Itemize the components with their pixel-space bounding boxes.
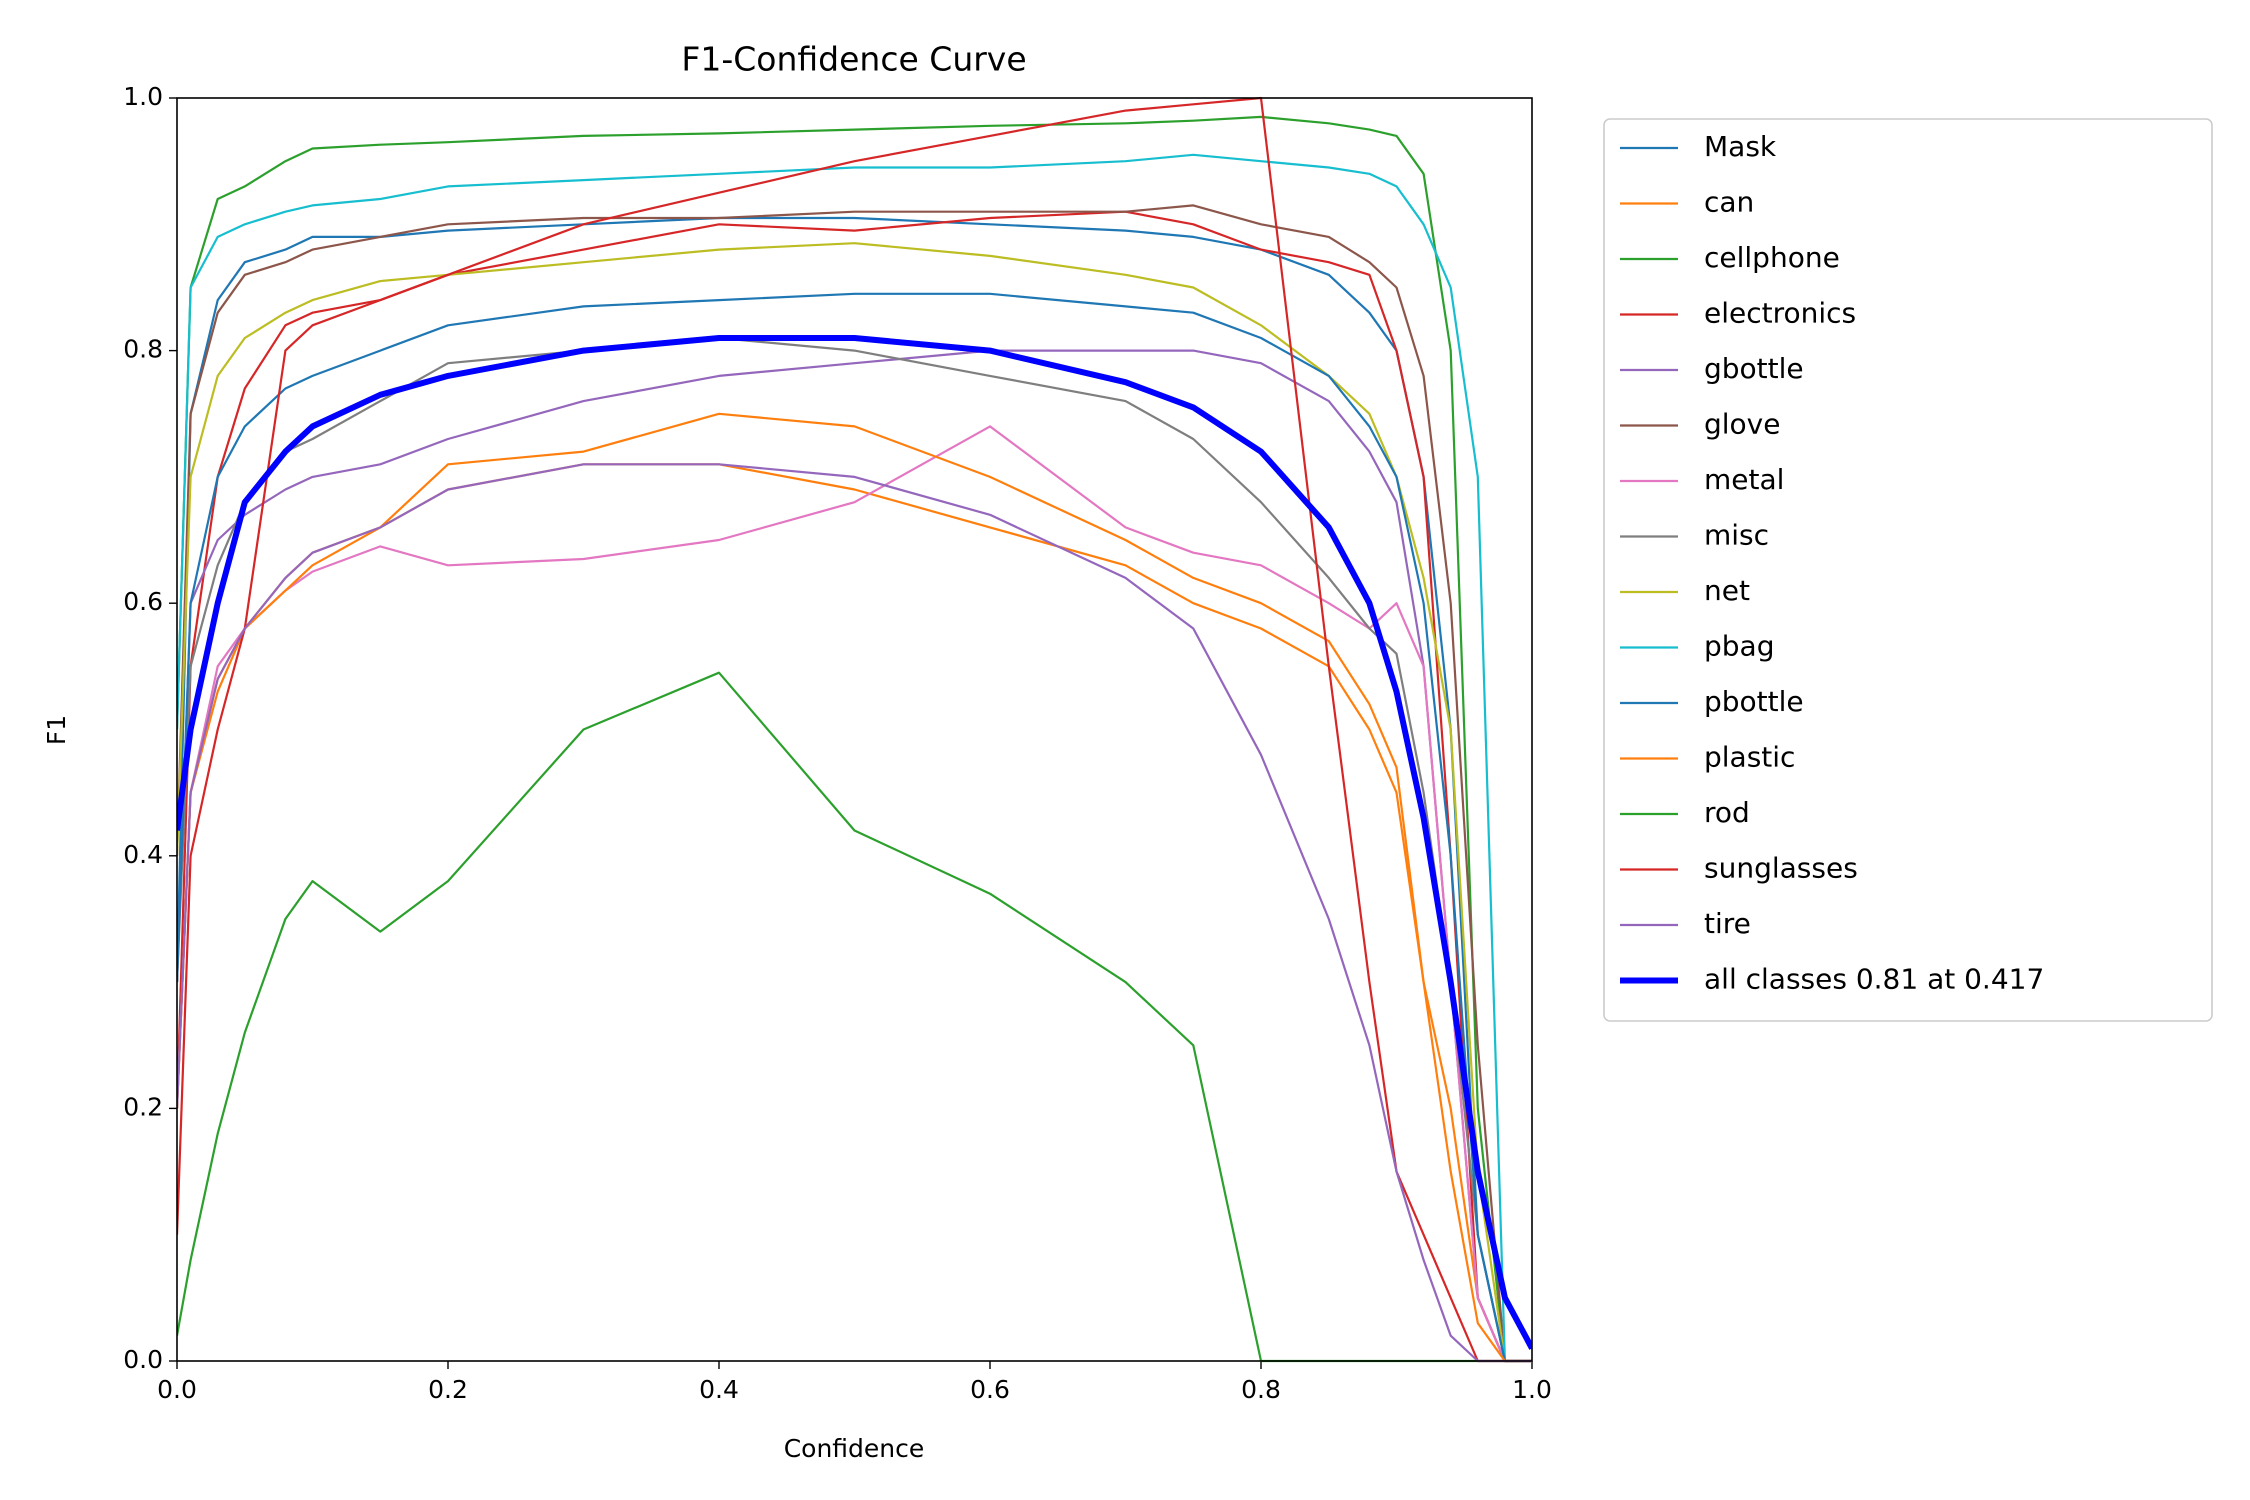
- series-line: [177, 412, 1532, 1363]
- series-line: [177, 153, 1532, 1363]
- plot-frame: [176, 97, 1533, 1362]
- legend-label: pbottle: [1704, 685, 1804, 718]
- y-tick-label: 1.0: [123, 82, 163, 111]
- legend-label: can: [1704, 186, 1754, 219]
- legend-label: sunglasses: [1704, 852, 1858, 885]
- legend-label: cellphone: [1704, 241, 1840, 274]
- legend-label: all classes 0.81 at 0.417: [1704, 963, 2044, 996]
- legend-label: tire: [1704, 907, 1751, 940]
- legend-label: Mask: [1704, 130, 1777, 163]
- y-tick-label: 0.0: [123, 1345, 163, 1374]
- x-axis-label: Confidence: [784, 1434, 925, 1463]
- x-tick-label: 0.0: [157, 1375, 197, 1404]
- legend-label: pbag: [1704, 630, 1774, 663]
- y-tick-label: 0.4: [123, 840, 163, 869]
- series-line: [177, 216, 1532, 1363]
- series-line: [177, 96, 1532, 1363]
- legend-label: gbottle: [1704, 352, 1804, 385]
- legend-box: [1603, 118, 2213, 1022]
- series-line: [177, 210, 1532, 1363]
- series-line: [177, 335, 1532, 1350]
- legend-label: misc: [1704, 519, 1769, 552]
- legend-label: electronics: [1704, 297, 1856, 330]
- x-tick-label: 1.0: [1512, 1375, 1552, 1404]
- legend-label: metal: [1704, 463, 1784, 496]
- x-tick-label: 0.8: [1241, 1375, 1281, 1404]
- y-tick-label: 0.8: [123, 335, 163, 364]
- x-tick-label: 0.2: [428, 1375, 468, 1404]
- y-tick-label: 0.2: [123, 1092, 163, 1121]
- series-line: [177, 463, 1532, 1363]
- series-line: [177, 115, 1532, 1363]
- legend-label: net: [1704, 574, 1750, 607]
- chart-title: F1-Confidence Curve: [681, 40, 1026, 79]
- legend-label: rod: [1704, 796, 1750, 829]
- x-tick-label: 0.6: [970, 1375, 1010, 1404]
- series-line: [177, 204, 1532, 1363]
- legend-label: glove: [1704, 408, 1780, 441]
- legend-label: plastic: [1704, 741, 1795, 774]
- y-axis-label: F1: [42, 715, 71, 745]
- x-tick-label: 0.4: [699, 1375, 739, 1404]
- series-line: [177, 292, 1532, 1363]
- series-line: [177, 242, 1532, 1363]
- y-tick-label: 0.6: [123, 587, 163, 616]
